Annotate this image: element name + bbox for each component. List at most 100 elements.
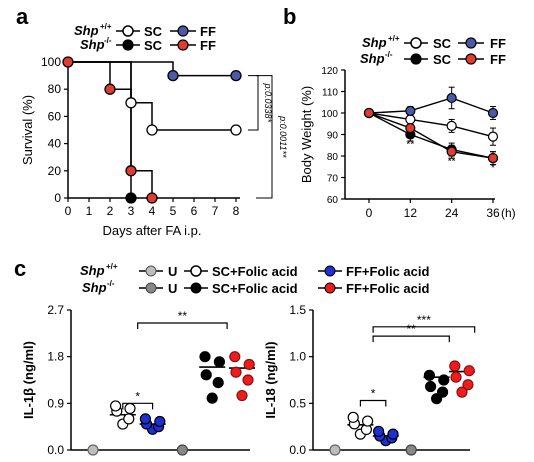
panel-c-il1b-point-wt_ff: [154, 415, 166, 428]
legend-a-wt-gene: Shp: [74, 23, 99, 38]
panel-a-point-wt_ff: [230, 69, 242, 82]
panel-b-series-ko_ff-line: [368, 112, 494, 159]
legend-b-wt-sc-label: SC: [433, 36, 452, 51]
panel-c-il1b-bracket: [122, 402, 154, 410]
panel-a-series-wt_sc-line: [68, 61, 236, 131]
panel-c-il1b-point-ko_sc: [212, 376, 224, 389]
panel-c-il1b-significance: **: [178, 309, 188, 323]
panel-c-il1b-point-ko_ff: [229, 351, 241, 363]
panel-a-point-ko_ff: [62, 56, 74, 68]
panel-b-series-wt_sc-line: [368, 112, 494, 138]
panel-a-bracket-2: [256, 75, 273, 199]
panel-b-x-tick-label: 0: [366, 206, 373, 220]
legend-c-wt-ff-marker: [324, 265, 336, 277]
panel-a-bracket-1: [248, 75, 259, 131]
panel-c-il18-significance: *: [371, 387, 376, 401]
panel-c-il1b-point-wt_ff: [139, 413, 151, 425]
panel-a-x-tick-label: 4: [149, 204, 156, 218]
panel-c-il1b-point-ko_ff: [230, 366, 242, 378]
panel-c-il1b-point-wt_sc: [124, 402, 136, 415]
panel-a-point-ko_sc: [125, 192, 137, 204]
panel-c-il18-point-wt_sc: [347, 411, 359, 423]
panel-a-x-tick-label: 2: [107, 204, 114, 218]
panel-b-point-wt_ff: [405, 105, 416, 116]
panel-b-point-ko_ff: [405, 122, 416, 134]
panel-a-point-wt_sc: [230, 124, 242, 136]
panel-c-il1b-point-ko_sc: [200, 369, 212, 381]
legend-a-ko-sc-marker: [122, 39, 134, 51]
panel-c-il18-bracket: [372, 335, 450, 343]
panel-b-y-tick-label: 120: [321, 66, 338, 77]
panel-b-significance: **: [448, 157, 456, 168]
legend-c-ko-u-marker: [145, 282, 157, 294]
panel-c-il1b-y-tick-label: 1.8: [47, 350, 64, 364]
panel-c-il1b-point-ko_u: [176, 444, 188, 456]
panel-b-y-tick-label: 90: [327, 131, 339, 142]
panel-b-point-ko_ff: [446, 146, 457, 157]
panel-c-il18-point-wt_ff: [387, 428, 399, 440]
panel-b-significance: **: [406, 139, 414, 150]
panel-a-y-tick-label: 40: [48, 137, 62, 151]
panel-b-series-ko_sc-line: [368, 112, 494, 159]
legend-c-ko-sc-marker: [190, 282, 202, 294]
panel-b-series-wt_ff-line: [368, 97, 494, 114]
legend-c-ko-u-label: U: [168, 281, 177, 296]
legend-a-wt-sup: +/+: [100, 22, 112, 31]
panel-c-il1b-point-wt_sc: [109, 400, 122, 412]
legend-b-ko-gene: Shp: [360, 51, 385, 66]
panel-c-il18-point-ko_sc: [438, 374, 450, 386]
panel-c-il1b-point-ko_ff: [236, 389, 248, 402]
panel-a-y-tick-label: 60: [48, 109, 62, 123]
panel-letter-b: b: [283, 4, 296, 29]
legend-c-wt-u-label: U: [168, 264, 177, 279]
panel-c-il18-point-wt_ff: [373, 425, 385, 437]
legend-b-ko-sc-marker: [410, 53, 422, 65]
panel-a-point-wt_sc: [125, 97, 137, 109]
legend-b-wt-ff-label: FF: [490, 36, 506, 51]
legend-c-wt-sc-marker: [190, 265, 202, 277]
panel-b-y-tick-label: 100: [321, 109, 338, 120]
legend-a-ko-sc-label: SC: [144, 38, 163, 53]
panel-a-point-wt_ff: [167, 69, 179, 82]
panel-a-x-tick-label: 8: [233, 204, 240, 218]
legend-b-wt-sup: +/+: [388, 34, 400, 43]
legend-a-wt-ff-marker: [177, 25, 189, 37]
panel-c-il18-point-wt_sc: [362, 415, 374, 427]
panel-a-y-tick-label: 20: [48, 164, 62, 178]
panel-c-il1b-bracket: [137, 322, 228, 329]
panel-c-il18-plot: 0.00.51.01.5IL-18 (ng/ml) ******: [263, 303, 476, 457]
panel-letter-a: a: [16, 4, 29, 29]
panel-c-il18-y-tick-label: 0.5: [289, 396, 306, 410]
legend-panel-c: Shp +/+ U SC+Folic acid FF+Folic acid Sh…: [80, 262, 429, 296]
panel-c-il18-point-ko_sc: [437, 386, 449, 398]
panel-c-il18-y-tick-label: 1.0: [289, 350, 306, 364]
panel-letter-c: c: [14, 256, 26, 281]
panel-c-il1b-significance: *: [135, 389, 140, 403]
panel-b-point-ko_ff: [363, 107, 375, 119]
panel-c-il18-point-ko_ff: [462, 379, 474, 391]
panel-a-point-ko_ff: [104, 83, 116, 95]
panel-b-y-tick-label: 110: [322, 88, 338, 99]
panel-b-y-axis-label: Body Weight (%): [299, 86, 314, 183]
panel-b-x-tick-label: 36: [486, 206, 500, 220]
panel-a-x-tick-label: 1: [86, 204, 93, 218]
panel-b-y-tick-label: 70: [327, 174, 339, 185]
panel-a-series-ko_ff-line: [68, 61, 153, 198]
legend-c-ko-sup: -/-: [107, 279, 115, 288]
panel-a-y-tick-label: 80: [48, 82, 62, 96]
panel-a-x-tick-label: 0: [65, 204, 72, 218]
panel-a-x-tick-label: 5: [170, 204, 177, 218]
legend-c-ko-ff-marker: [324, 282, 336, 294]
panel-a-y-tick-label: 100: [41, 55, 61, 69]
panel-b-bodyweight-plot: 60 70 80 90 100 110 120 0 12 24 36 (h) Body Weight (…: [299, 66, 516, 220]
legend-a-wt-sc-label: SC: [144, 24, 163, 39]
panel-a-series-ko_sc-line: [68, 61, 132, 198]
panel-c-il1b-y-tick-label: 2.7: [47, 303, 64, 317]
panel-c-il18-y-tick-label: 0.0: [289, 443, 306, 457]
legend-b-ko-ff-label: FF: [490, 52, 506, 67]
panel-a-y-axis-label: Survival (%): [20, 95, 35, 165]
legend-panel-a: Shp +/+ SC FF Shp -/- SC FF: [74, 22, 216, 53]
legend-a-ko-ff-marker: [177, 39, 189, 51]
panel-b-y-tick-label: 80: [327, 152, 339, 163]
